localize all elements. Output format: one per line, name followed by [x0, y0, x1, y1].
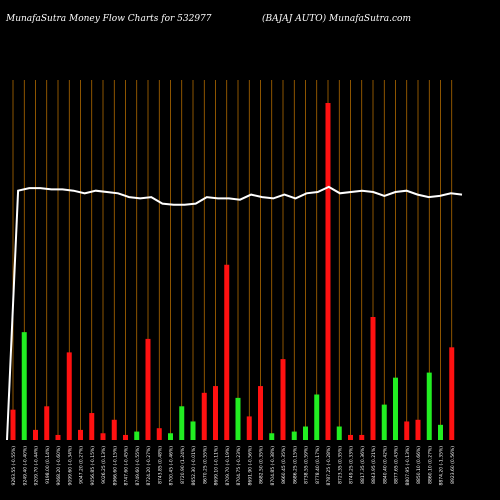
- x-tick-label: 8686.25 (0.15%): [292, 446, 298, 484]
- x-tick-label: 8709.70 (-0.19%): [225, 446, 231, 486]
- bar-down: [280, 359, 286, 440]
- bar-down: [44, 406, 50, 440]
- x-tick-label: 8699.10 (-0.11%): [214, 446, 220, 486]
- x-tick-label: 8724.20 (-0.27%): [146, 446, 152, 486]
- bar-up: [291, 431, 297, 440]
- bar-down: [359, 434, 365, 440]
- x-tick-label: 8691.90 (-0.56%): [247, 446, 253, 486]
- bar-up: [336, 426, 342, 440]
- x-tick-label: 8850.10 (0.66%): [416, 446, 422, 484]
- bar-down: [66, 352, 72, 440]
- bar-down: [123, 434, 128, 440]
- bar-down: [449, 347, 455, 440]
- bar-down: [33, 429, 38, 440]
- x-tick-label: 8720.90 (1.24%): [180, 446, 186, 484]
- x-tick-label: 8817.35 (0.36%): [360, 446, 366, 484]
- bar-down: [156, 428, 162, 440]
- bar-up: [438, 424, 443, 440]
- x-tick-label: 8807.95 (-0.13%): [405, 446, 411, 486]
- x-tick-label: 8704.85 (-0.38%): [270, 446, 276, 486]
- x-tick-label: 8874.20 (-1.35%): [439, 446, 445, 486]
- bar-down: [55, 434, 61, 440]
- price-line: [6, 185, 463, 441]
- bar-up: [426, 372, 432, 440]
- x-tick-label: 8843.95 (0.21%): [371, 446, 377, 484]
- bar-up: [314, 394, 320, 440]
- x-tick-label: 8966.60 (-0.15%): [112, 446, 118, 486]
- bar-down: [100, 433, 106, 440]
- bar-down: [213, 386, 218, 440]
- x-tick-label: 8700.45 (-0.46%): [169, 446, 175, 486]
- bar-up: [190, 421, 196, 440]
- x-tick-label: 9209.70 (-0.44%): [34, 446, 40, 486]
- x-tick-label: 8840.40 (0.42%): [382, 446, 388, 484]
- x-tick-label: 9249.40 (-0.40%): [22, 446, 28, 486]
- x-tick-label: 8877.65 (0.43%): [394, 446, 400, 484]
- bar-down: [78, 429, 83, 440]
- bar-down: [201, 392, 207, 440]
- x-tick-label: 8749.60 (-0.55%): [135, 446, 141, 486]
- x-tick-label: 8660.45 (0.35%): [281, 446, 287, 484]
- bar-down: [10, 409, 16, 440]
- x-tick-label: 8738.55 (0.59%): [304, 446, 310, 484]
- bar-up: [134, 431, 140, 440]
- gridlines: [12, 80, 453, 440]
- bar-up: [179, 406, 185, 440]
- bar-up: [21, 332, 27, 440]
- bar-down: [415, 419, 421, 440]
- x-tick-label: 9263.55 (-0.55%): [11, 446, 17, 486]
- price-line-path: [6, 185, 463, 441]
- bar-up: [235, 397, 241, 440]
- x-tick-label: 8670.25 (0.55%): [202, 446, 208, 484]
- x-tick-label: 8682.50 (0.35%): [259, 446, 265, 484]
- x-tick-label: 8652.30 (-0.01%): [191, 446, 197, 486]
- bar-down: [246, 416, 252, 440]
- x-tick-label: 8860.10 (0.27%): [427, 446, 433, 484]
- bar-down: [258, 386, 263, 440]
- x-tick-label: 8778.40 (0.17%): [315, 446, 321, 484]
- x-tick-label: 8723.35 (0.35%): [337, 446, 343, 484]
- x-tick-label: 8749.25 (0.33%): [349, 446, 355, 484]
- bar-down: [224, 264, 230, 440]
- x-tick-label: 8704.75 (-0.23%): [236, 446, 242, 486]
- x-tick-label: 9198.00 (0.14%): [45, 446, 51, 484]
- x-tick-label: 8923.60 (0.56%): [450, 446, 456, 484]
- bar-up: [393, 377, 398, 440]
- x-tick-label: 9056.85 (-0.15%): [90, 446, 96, 486]
- chart-subtitle: (BAJAJ AUTO) MunafaSutra.com: [262, 14, 412, 24]
- bar-down: [325, 103, 331, 440]
- x-tick-label: 8743.85 (0.48%): [157, 446, 163, 484]
- bar-up: [381, 404, 387, 440]
- x-tick-label: 9068.20 (-0.60%): [56, 446, 62, 486]
- bars: [10, 103, 455, 440]
- x-tick-label: 8787.25 (-0.28%): [326, 446, 332, 486]
- x-tick-labels: 9263.55 (-0.55%) 9249.40 (-0.40%) 9209.70 …: [11, 446, 456, 486]
- bar-up: [269, 433, 275, 440]
- bar-down: [370, 316, 376, 440]
- bar-down: [348, 434, 353, 440]
- bar-down: [89, 413, 95, 440]
- bar-down: [145, 338, 151, 440]
- x-tick-label: 9026.25 (0.13%): [101, 446, 107, 484]
- bar-down: [111, 419, 117, 440]
- x-tick-label: 9047.20 (0.27%): [79, 446, 85, 484]
- bar-up: [168, 433, 173, 440]
- bar-down: [404, 421, 410, 440]
- chart-title: MunafaSutra Money Flow Charts for 532977: [6, 14, 212, 24]
- bar-up: [303, 426, 308, 440]
- x-tick-label: 8747.60 (-0.45%): [124, 446, 130, 486]
- x-tick-label: 9099.60 (-0.34%): [67, 446, 73, 486]
